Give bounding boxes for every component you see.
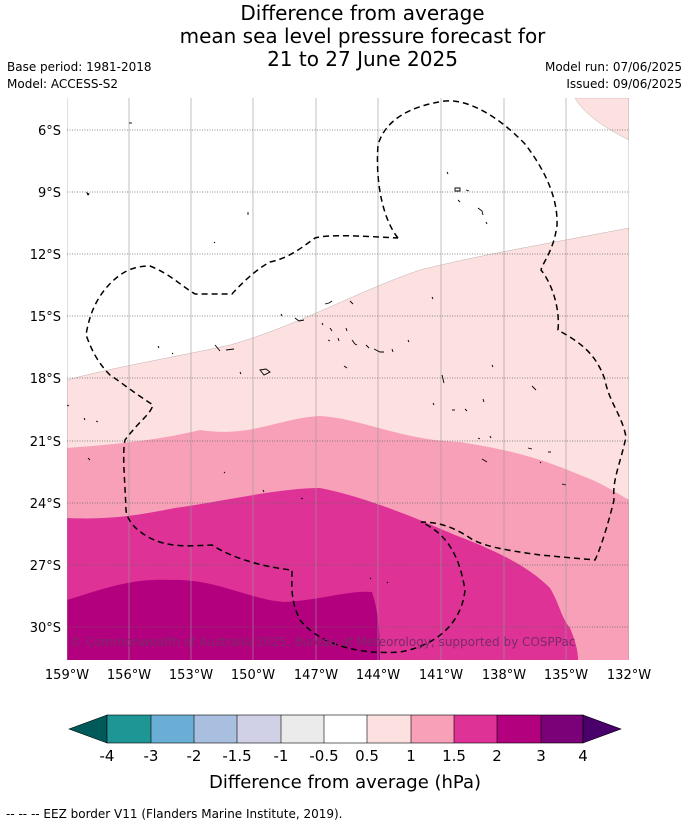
lat-label: 24°S <box>30 497 61 512</box>
lon-label: 150°W <box>231 668 275 683</box>
colorbar-tick: 2 <box>492 747 502 765</box>
lon-label: 159°W <box>45 668 89 683</box>
colorbar-tick: -0.5 <box>309 747 338 765</box>
map-title: Difference from average mean sea level p… <box>0 2 690 71</box>
colorbar-tick: -1.5 <box>222 747 251 765</box>
eez-footnote: -- -- -- EEZ border V11 (Flanders Marine… <box>6 807 343 821</box>
lon-label: 144°W <box>356 668 400 683</box>
colorbar-tick: -4 <box>100 747 115 765</box>
colorbar-tick: -3 <box>144 747 159 765</box>
meta-left: Base period: 1981-2018 Model: ACCESS-S2 <box>7 59 152 93</box>
model-name: Model: ACCESS-S2 <box>7 77 119 91</box>
colorbar-swatch <box>367 715 411 743</box>
colorbar-tick: 1 <box>406 747 416 765</box>
colorbar-tick: -2 <box>187 747 202 765</box>
eez-border <box>85 100 627 654</box>
colorbar-title: Difference from average (hPa) <box>209 772 481 793</box>
lat-label: 27°S <box>30 559 61 574</box>
lon-label: 147°W <box>294 668 338 683</box>
colorbar-swatch <box>324 715 367 743</box>
colorbar-swatch <box>107 715 151 743</box>
islands <box>67 122 567 584</box>
lon-label: 132°W <box>607 668 651 683</box>
colorbar-tick: -1 <box>274 747 289 765</box>
colorbar-swatch <box>541 715 583 743</box>
lat-labels: 6°S 9°S 12°S 15°S 18°S 21°S 24°S 27°S 30… <box>30 124 61 636</box>
colorbar-tick: 0.5 <box>355 747 379 765</box>
copyright-text: © Commonwealth of Australia 2025, Bureau… <box>70 635 575 649</box>
model-run: Model run: 07/06/2025 <box>544 60 682 74</box>
colorbar-tick: 1.5 <box>442 747 466 765</box>
lat-label: 30°S <box>30 621 61 636</box>
meta-right: Model run: 07/06/2025 Issued: 09/06/2025 <box>545 59 682 93</box>
base-period: Base period: 1981-2018 <box>7 60 152 74</box>
lat-label: 15°S <box>30 310 61 325</box>
colorbar-swatch <box>194 715 237 743</box>
lat-label: 12°S <box>30 248 61 263</box>
map-area <box>67 98 629 660</box>
lat-label: 9°S <box>38 186 61 201</box>
colorbar: -4 -3 -2 -1.5 -1 -0.5 0.5 1 1.5 2 3 4 Di… <box>68 714 622 793</box>
colorbar-max-arrow <box>582 714 622 744</box>
issued-date: Issued: 09/06/2025 <box>566 77 682 91</box>
title-line-3: 21 to 27 June 2025 <box>267 47 458 71</box>
colorbar-swatch <box>454 715 497 743</box>
lat-label: 21°S <box>30 435 61 450</box>
colorbar-tick: 4 <box>578 747 588 765</box>
lon-label: 156°W <box>107 668 151 683</box>
colorbar-swatch <box>237 715 281 743</box>
lon-label: 138°W <box>482 668 526 683</box>
band-2-to-3 <box>67 579 380 660</box>
lon-label: 141°W <box>419 668 463 683</box>
colorbar-min-arrow <box>68 714 108 744</box>
title-line-2: mean sea level pressure forecast for <box>179 24 546 48</box>
lat-label: 6°S <box>38 124 61 139</box>
lat-gridlines <box>67 129 629 628</box>
colorbar-swatch <box>411 715 454 743</box>
lon-gridlines <box>67 98 629 660</box>
lon-label: 135°W <box>544 668 588 683</box>
colorbar-tick-labels: -4 -3 -2 -1.5 -1 -0.5 0.5 1 1.5 2 3 4 <box>100 747 588 765</box>
colorbar-swatch <box>151 715 194 743</box>
title-line-1: Difference from average <box>240 1 485 25</box>
colorbar-swatch <box>497 715 541 743</box>
lon-label: 153°W <box>169 668 213 683</box>
colorbar-tick: 3 <box>536 747 546 765</box>
lon-labels: 159°W 156°W 153°W 150°W 147°W 144°W 141°… <box>45 668 651 683</box>
colorbar-swatch <box>281 715 324 743</box>
lat-label: 18°S <box>30 372 61 387</box>
